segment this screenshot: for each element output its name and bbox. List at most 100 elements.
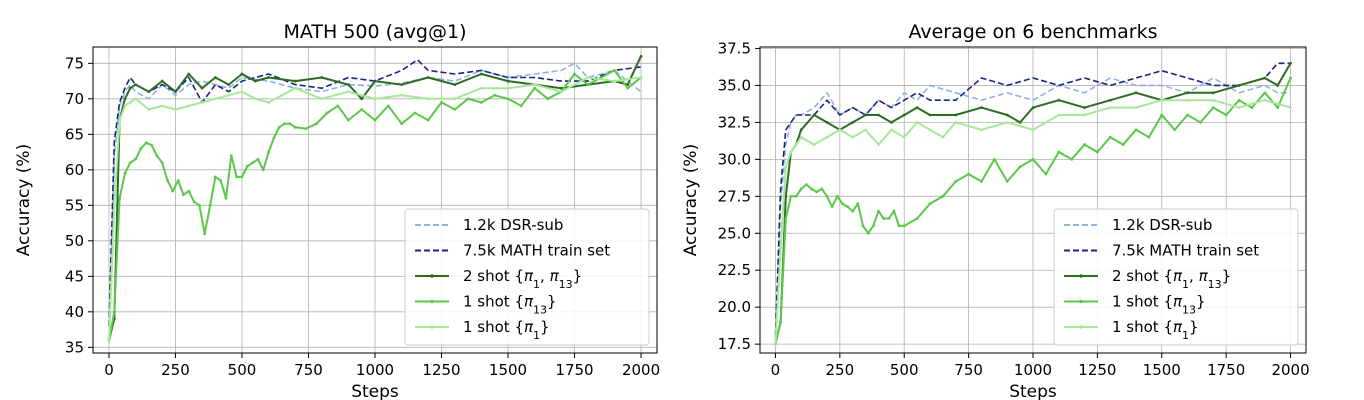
y-tick-label: 40: [65, 303, 84, 321]
series-point-2: [1083, 106, 1086, 110]
series-point-3: [413, 111, 417, 115]
series-point-3: [134, 157, 137, 161]
legend: [1053, 208, 1299, 346]
series-point-3: [171, 189, 175, 193]
y-tick-label: 60: [65, 161, 84, 179]
series-point-4: [160, 104, 164, 108]
series-point-3: [1199, 120, 1202, 124]
series-point-2: [928, 113, 932, 117]
y-tick-label: 35: [65, 338, 84, 356]
series-point-3: [573, 72, 576, 76]
series-point-3: [267, 150, 270, 154]
series-point-2: [1005, 113, 1009, 117]
series-point-4: [240, 90, 244, 94]
series-point-4: [799, 135, 803, 139]
series-point-3: [480, 100, 483, 104]
x-axis-label: Steps: [351, 382, 399, 400]
series-point-4: [794, 143, 798, 146]
series-point-3: [1121, 143, 1125, 146]
series-point-2: [559, 86, 563, 90]
series-point-3: [182, 193, 185, 197]
y-tick-label: 65: [65, 125, 84, 143]
series-point-3: [386, 104, 390, 108]
series-point-4: [838, 128, 842, 132]
series-point-2: [902, 113, 906, 117]
x-tick-label: 2000: [1271, 361, 1309, 379]
series-point-3: [293, 125, 297, 129]
series-point-4: [253, 97, 257, 101]
y-tick-label: 37.5: [718, 39, 751, 57]
series-point-4: [118, 118, 122, 122]
series-line-2: [774, 62, 1292, 345]
series-point-4: [280, 93, 284, 97]
legend-marker-4: [1079, 325, 1083, 329]
series-point-3: [861, 224, 865, 228]
series-point-4: [980, 128, 983, 132]
x-tick-label: 750: [954, 361, 983, 379]
legend-label-2: 2 shot {π1, π13}: [463, 267, 582, 291]
series-point-4: [639, 76, 643, 79]
y-tick-label: 20.0: [718, 298, 751, 316]
series-point-3: [304, 127, 308, 131]
legend: [404, 208, 650, 346]
series-point-4: [227, 93, 231, 97]
series-point-4: [877, 143, 880, 146]
series-point-3: [325, 111, 329, 115]
series-point-3: [123, 171, 127, 175]
series-point-4: [373, 97, 377, 101]
series-point-4: [174, 108, 177, 111]
series-point-3: [128, 161, 132, 165]
series-point-4: [1263, 98, 1267, 102]
y-tick-label: 70: [65, 90, 84, 108]
series-point-3: [466, 97, 470, 101]
series-point-3: [245, 164, 249, 168]
series-point-4: [293, 86, 297, 90]
series-point-4: [400, 93, 404, 97]
series-point-2: [812, 113, 816, 117]
series-point-3: [1147, 135, 1151, 139]
series-point-4: [928, 128, 932, 132]
series-point-2: [1263, 76, 1267, 80]
legend-label-2: 2 shot {π1, π13}: [1112, 267, 1231, 291]
x-tick-label: 2000: [622, 361, 660, 379]
series-point-4: [1211, 98, 1215, 102]
series-point-2: [227, 83, 231, 87]
series-point-4: [187, 104, 191, 108]
series-point-3: [139, 147, 143, 150]
series-line-2: [108, 55, 642, 341]
series-point-3: [897, 224, 901, 228]
x-tick-label: 0: [104, 361, 114, 379]
series-point-3: [851, 209, 855, 213]
series-point-3: [915, 217, 919, 220]
x-tick-label: 1750: [1207, 361, 1245, 379]
series-point-4: [453, 97, 457, 101]
series-point-3: [626, 86, 630, 90]
series-point-4: [320, 97, 324, 101]
series-point-3: [453, 108, 457, 111]
series-point-3: [887, 217, 891, 220]
series-point-2: [293, 79, 297, 83]
series-point-3: [804, 183, 808, 186]
series-point-3: [112, 310, 116, 314]
series-point-4: [1134, 106, 1138, 110]
y-axis-label: Accuracy (%): [14, 144, 34, 256]
series-point-3: [251, 161, 255, 165]
series-point-4: [864, 128, 867, 132]
series-point-3: [992, 157, 996, 161]
series-point-3: [256, 157, 260, 161]
y-tick-label: 30.0: [718, 150, 751, 168]
series-point-2: [267, 76, 270, 79]
series-point-3: [288, 122, 292, 126]
series-point-4: [112, 203, 116, 207]
series-point-3: [820, 187, 824, 191]
series-point-3: [1095, 150, 1099, 154]
series-point-3: [213, 175, 217, 179]
series-point-3: [1186, 113, 1189, 117]
series-point-2: [1211, 91, 1215, 95]
legend-label-0: 1.2k DSR-sub: [1112, 216, 1212, 234]
series-point-2: [373, 79, 377, 83]
series-point-2: [1289, 61, 1292, 65]
series-point-4: [107, 338, 111, 342]
series-point-4: [1186, 98, 1189, 102]
series-point-2: [506, 79, 510, 83]
